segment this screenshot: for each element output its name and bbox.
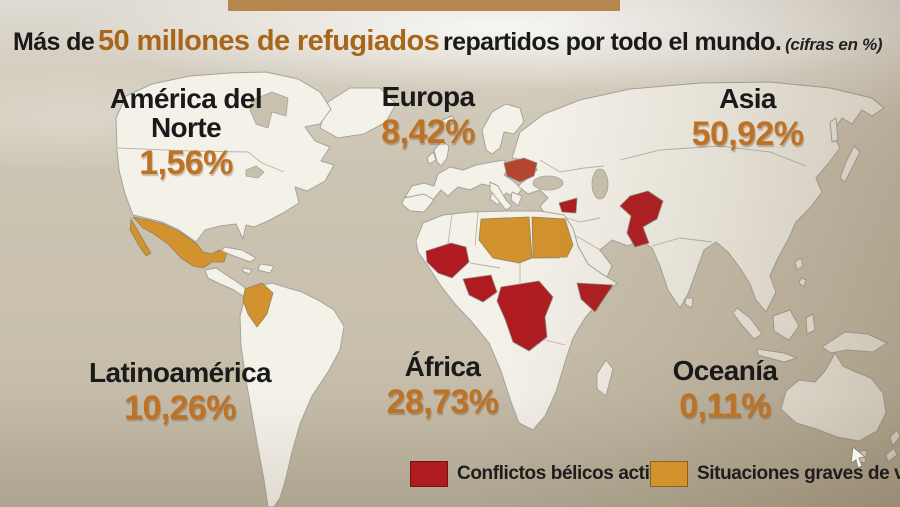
region-name: Latinoamérica — [88, 357, 272, 388]
country-japan — [839, 145, 861, 183]
region-name: África — [404, 351, 481, 382]
central-america — [204, 267, 251, 299]
caspian-sea — [591, 168, 609, 200]
region-label-asia: Asia 50,92% — [665, 84, 830, 154]
country-colombia — [242, 282, 274, 328]
region-scandinavia — [481, 103, 525, 155]
country-ukraine — [503, 157, 538, 183]
legend-swatch-orange — [650, 461, 688, 487]
country-italy — [489, 181, 513, 211]
headline-prefix: Más de — [13, 28, 95, 56]
country-iceland — [441, 115, 457, 127]
region-value: 8,42% — [381, 113, 475, 152]
asia-borders — [539, 145, 807, 251]
legend-item-conflict: Conflictos bélicos activos — [410, 461, 681, 487]
island-borneo — [772, 309, 800, 341]
region-label-africa: África 28,73% — [355, 352, 530, 422]
region-name: Oceanía — [672, 355, 778, 386]
region-label-latin-america: Latinoamérica 10,26% — [85, 358, 275, 428]
headline-suffix: repartidos por todo el mundo. — [443, 28, 782, 56]
country-libya — [478, 216, 533, 264]
mouse-cursor-icon — [850, 447, 867, 469]
country-mexico — [132, 216, 228, 269]
island-new-guinea — [821, 331, 888, 354]
island-hispaniola — [257, 263, 275, 274]
headline: Más de 50 millones de refugiados reparti… — [13, 25, 883, 58]
headline-note: (cifras en %) — [785, 35, 883, 54]
island-cuba — [221, 246, 257, 263]
island-sri-lanka — [684, 297, 694, 309]
continent-greenland — [319, 87, 397, 139]
region-value: 28,73% — [386, 383, 499, 422]
island-jamaica — [241, 267, 253, 275]
region-balkans-greece — [510, 191, 523, 207]
country-uk — [433, 140, 450, 167]
region-name: América del Norte — [109, 83, 263, 144]
region-value: 1,56% — [139, 144, 233, 183]
country-somalia — [576, 282, 614, 313]
headline-highlight: 50 millones de refugiados — [98, 25, 440, 57]
region-value: 10,26% — [124, 389, 236, 428]
country-egypt — [531, 216, 574, 259]
top-accent-bar — [228, 0, 620, 11]
continent-south-america — [239, 282, 345, 507]
country-car-drcongo — [496, 280, 554, 352]
country-afghanistan-pakistan — [619, 190, 664, 248]
us-canada-border — [117, 147, 285, 173]
legend-item-violence: Situaciones graves de violencia — [650, 461, 900, 487]
region-name: Europa — [381, 81, 475, 112]
region-label-north-america: América del Norte 1,56% — [96, 84, 276, 183]
country-ireland — [426, 151, 437, 165]
country-syria — [558, 197, 578, 214]
black-sea — [532, 175, 564, 191]
region-value: 0,11% — [679, 387, 771, 426]
country-new-zealand — [885, 429, 900, 463]
island-java — [756, 348, 798, 363]
region-value: 50,92% — [691, 115, 804, 154]
island-sulawesi — [805, 313, 816, 335]
island-sakhalin — [829, 117, 839, 143]
country-mexico-baja — [129, 218, 152, 257]
country-australia — [780, 352, 887, 442]
island-sumatra — [732, 307, 763, 340]
island-madagascar — [596, 359, 614, 397]
country-mali — [425, 242, 470, 279]
legend-label: Conflictos bélicos activos — [457, 463, 681, 484]
country-nigeria — [462, 274, 498, 303]
great-lakes — [245, 165, 265, 179]
region-name: Asia — [719, 83, 776, 114]
legend-swatch-red — [410, 461, 448, 487]
legend-label: Situaciones graves de violencia — [697, 463, 900, 484]
hudson-bay — [249, 91, 289, 129]
region-label-oceania: Oceanía 0,11% — [635, 356, 815, 426]
country-philippines — [794, 257, 807, 288]
region-iberia — [401, 193, 435, 213]
region-label-europe: Europa 8,42% — [348, 82, 508, 152]
